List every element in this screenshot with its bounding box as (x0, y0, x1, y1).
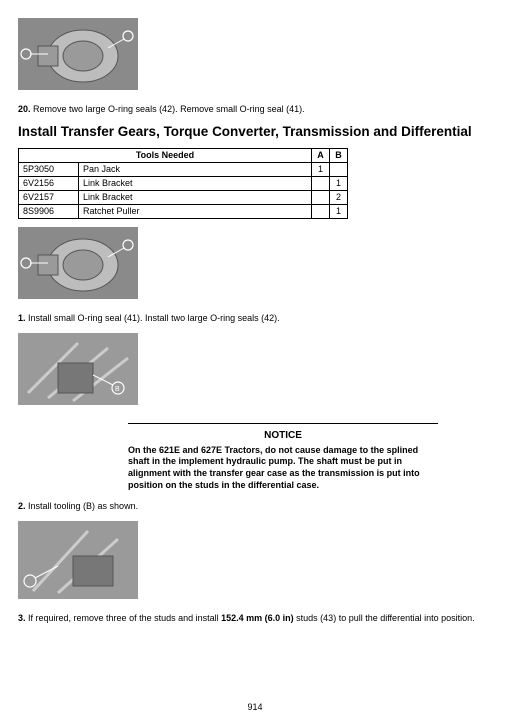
table-row: 6V2156 Link Bracket 1 (19, 176, 348, 190)
tool-desc: Link Bracket (79, 190, 312, 204)
section-title: Install Transfer Gears, Torque Converter… (18, 124, 492, 140)
tool-a (312, 204, 330, 218)
tool-part: 6V2157 (19, 190, 79, 204)
tool-part: 5P3050 (19, 162, 79, 176)
tools-col-b: B (330, 148, 348, 162)
step-1: 1. Install small O-ring seal (41). Insta… (18, 313, 492, 325)
tool-b: 2 (330, 190, 348, 204)
step-3: 3. If required, remove three of the stud… (18, 613, 492, 625)
step-1-text: Install small O-ring seal (41). Install … (26, 313, 280, 323)
tool-part: 6V2156 (19, 176, 79, 190)
table-row: 6V2157 Link Bracket 2 (19, 190, 348, 204)
notice-block: NOTICE On the 621E and 627E Tractors, do… (128, 423, 438, 492)
tool-a: 1 (312, 162, 330, 176)
tools-col-a: A (312, 148, 330, 162)
table-row: 8S9906 Ratchet Puller 1 (19, 204, 348, 218)
tool-a (312, 190, 330, 204)
step-1-num: 1. (18, 313, 26, 323)
tool-b: 1 (330, 176, 348, 190)
tool-b (330, 162, 348, 176)
step-3-post: studs (43) to pull the differential into… (294, 613, 475, 623)
tools-header: Tools Needed (19, 148, 312, 162)
tool-b: 1 (330, 204, 348, 218)
step-20: 20. Remove two large O-ring seals (42). … (18, 104, 492, 116)
step-3-pre: If required, remove three of the studs a… (26, 613, 222, 623)
tools-needed-table: Tools Needed A B 5P3050 Pan Jack 1 6V215… (18, 148, 348, 219)
table-row: 5P3050 Pan Jack 1 (19, 162, 348, 176)
figure-tooling-b: B (18, 333, 138, 405)
step-3-bold: 152.4 mm (6.0 in) (221, 613, 294, 623)
figure-transfer-gears-1 (18, 18, 138, 90)
notice-rule-top (128, 423, 438, 424)
svg-text:B: B (115, 386, 120, 393)
step-3-num: 3. (18, 613, 26, 623)
step-20-text: Remove two large O-ring seals (42). Remo… (31, 104, 305, 114)
step-2-num: 2. (18, 501, 26, 511)
tool-desc: Pan Jack (79, 162, 312, 176)
tool-desc: Ratchet Puller (79, 204, 312, 218)
notice-title: NOTICE (128, 430, 438, 441)
tool-desc: Link Bracket (79, 176, 312, 190)
page-number: 914 (0, 702, 510, 712)
step-2-text: Install tooling (B) as shown. (26, 501, 139, 511)
notice-text: On the 621E and 627E Tractors, do not ca… (128, 445, 438, 492)
tool-part: 8S9906 (19, 204, 79, 218)
figure-studs (18, 521, 138, 599)
tool-a (312, 176, 330, 190)
figure-transfer-gears-2 (18, 227, 138, 299)
step-2: 2. Install tooling (B) as shown. (18, 501, 492, 513)
step-20-num: 20. (18, 104, 31, 114)
